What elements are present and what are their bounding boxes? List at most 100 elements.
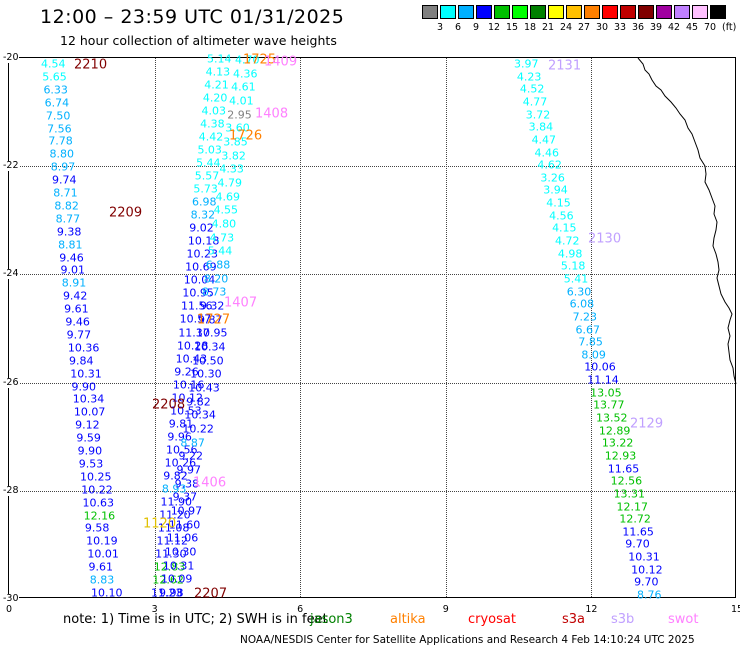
wave-height-value: 10.22 xyxy=(182,422,214,436)
wave-height-value: 11.06 xyxy=(166,531,199,545)
wave-height-value: 12.62 xyxy=(152,573,184,587)
grid-line-vertical xyxy=(591,58,593,597)
track-id-label: 2209 xyxy=(109,205,143,221)
wave-height-value: 9.70 xyxy=(625,537,650,551)
x-tick-label: 12 xyxy=(585,604,598,615)
wave-height-value: 10.31 xyxy=(70,367,102,381)
wave-height-value: 3.84 xyxy=(528,120,554,134)
track-id-label: 2129 xyxy=(630,416,664,432)
wave-height-value: 4.52 xyxy=(519,82,545,96)
wave-height-value: 10.09 xyxy=(160,572,193,586)
wave-height-value: 10.12 xyxy=(631,563,663,577)
wave-height-value: 9.22 xyxy=(178,449,203,463)
wave-height-value: 6.88 xyxy=(205,258,231,272)
wave-height-value: 9.58 xyxy=(84,521,110,535)
wave-height-value: 3.85 xyxy=(223,135,248,149)
wave-height-value: 8.09 xyxy=(581,348,606,362)
wave-height-value: 9.46 xyxy=(65,315,90,329)
footnote: note: 1) Time is in UTC; 2) SWH is in fe… xyxy=(63,612,328,627)
colorbar-label: 9 xyxy=(472,22,480,33)
colorbar-swatch xyxy=(458,5,474,19)
colorbar-label: 36 xyxy=(631,22,645,33)
wave-height-value: 10.31 xyxy=(162,559,195,573)
wave-height-value: 10.43 xyxy=(188,381,220,395)
wave-height-value: 11.30 xyxy=(155,547,187,561)
wave-height-value: 4.70 xyxy=(235,53,260,67)
satellite-legend-item: s3a xyxy=(562,612,586,627)
wave-height-value: 9.81 xyxy=(168,417,194,431)
satellite-legend-item: altika xyxy=(390,612,426,627)
wave-height-value: 4.62 xyxy=(537,158,562,172)
y-tick-label: -26 xyxy=(3,376,19,388)
wave-height-value: 5.14 xyxy=(207,52,232,66)
wave-height-value: 11.20 xyxy=(159,508,191,522)
wave-height-value: 6.67 xyxy=(575,323,601,336)
colorbar-swatch xyxy=(692,5,708,19)
wave-height-value: 10.26 xyxy=(164,456,197,470)
track-id-label: 1725 xyxy=(243,52,277,68)
wave-height-value: 5.57 xyxy=(194,169,220,183)
wave-height-value: 13.31 xyxy=(613,487,646,501)
wave-height-value: 9.12 xyxy=(75,418,100,432)
wave-height-value: 10.30 xyxy=(164,545,197,559)
wave-height-value: 10.28 xyxy=(176,339,209,353)
wave-height-value: 10.07 xyxy=(73,405,106,419)
wave-height-value: 8.32 xyxy=(190,208,216,222)
wave-height-value: 7.56 xyxy=(47,122,72,135)
wave-height-value: 10.31 xyxy=(628,550,660,564)
colorbar-swatch xyxy=(548,5,564,19)
wave-height-value: 5.18 xyxy=(560,259,586,273)
wave-height-value: 9.01 xyxy=(60,263,86,277)
wave-height-value: 9.53 xyxy=(78,457,104,471)
wave-height-value: 5.44 xyxy=(196,156,221,170)
wave-height-value: 12.16 xyxy=(83,509,116,523)
wave-height-value: 10.16 xyxy=(172,378,205,392)
wave-height-value: 6.74 xyxy=(44,96,70,110)
colorbar-swatch xyxy=(620,5,636,19)
wave-height-value: 4.36 xyxy=(233,67,258,81)
track-id-label: 1407 xyxy=(224,295,258,311)
track-id-label: 1406 xyxy=(193,475,227,491)
wave-height-value: 4.54 xyxy=(41,57,66,71)
wave-height-value: 9.87 xyxy=(197,313,223,327)
wave-height-value: 5.73 xyxy=(193,182,218,196)
wave-height-value: 13.77 xyxy=(593,398,625,412)
wave-height-value: 4.38 xyxy=(200,117,225,131)
wave-height-value: 9.70 xyxy=(634,575,659,589)
y-tick-label: -22 xyxy=(3,160,19,172)
y-tick-label: -20 xyxy=(3,52,19,63)
wave-height-value: 10.53 xyxy=(170,404,202,418)
wave-height-value: 6.33 xyxy=(43,83,68,97)
wave-height-value: 4.03 xyxy=(201,104,227,118)
wave-height-value: 8.82 xyxy=(54,199,79,213)
track-id-label: 2130 xyxy=(588,231,622,247)
x-tick-label: 3 xyxy=(151,604,158,615)
satellite-legend-item: swot xyxy=(668,612,699,627)
wave-height-value: 8.83 xyxy=(89,573,115,587)
wave-height-value: 10.34 xyxy=(194,340,226,354)
wave-height-value: 9.82 xyxy=(163,469,188,483)
y-tick-label: -28 xyxy=(3,484,19,496)
wave-height-value: 12.83 xyxy=(153,560,186,574)
wave-height-value: 3.72 xyxy=(525,108,551,122)
satellite-legend-item: cryosat xyxy=(468,612,516,627)
wave-height-value: 8.20 xyxy=(203,272,229,286)
wave-height-value: 10.10 xyxy=(91,586,123,600)
colorbar-label: 12 xyxy=(487,22,501,33)
colorbar-swatch xyxy=(494,5,510,19)
wave-height-value: 11.65 xyxy=(622,525,654,539)
wave-height-value: 11.56 xyxy=(181,299,213,313)
wave-height-value: 7.78 xyxy=(48,134,73,148)
wave-height-value: 7.50 xyxy=(45,109,71,123)
colorbar-label: 15 xyxy=(505,22,519,33)
wave-height-value: 4.77 xyxy=(522,95,548,109)
wave-height-value: 10.34 xyxy=(72,392,105,406)
track-id-label: 1727 xyxy=(197,312,231,328)
wave-height-value: 10.18 xyxy=(187,234,220,248)
page-subtitle: 12 hour collection of altimeter wave hei… xyxy=(60,33,337,48)
wave-height-value: 7.23 xyxy=(572,310,598,324)
wave-height-value: 4.23 xyxy=(516,70,542,84)
x-tick-label: 6 xyxy=(297,604,304,615)
wave-height-value: 9.90 xyxy=(77,444,103,458)
wave-height-value: 12.17 xyxy=(616,500,649,513)
